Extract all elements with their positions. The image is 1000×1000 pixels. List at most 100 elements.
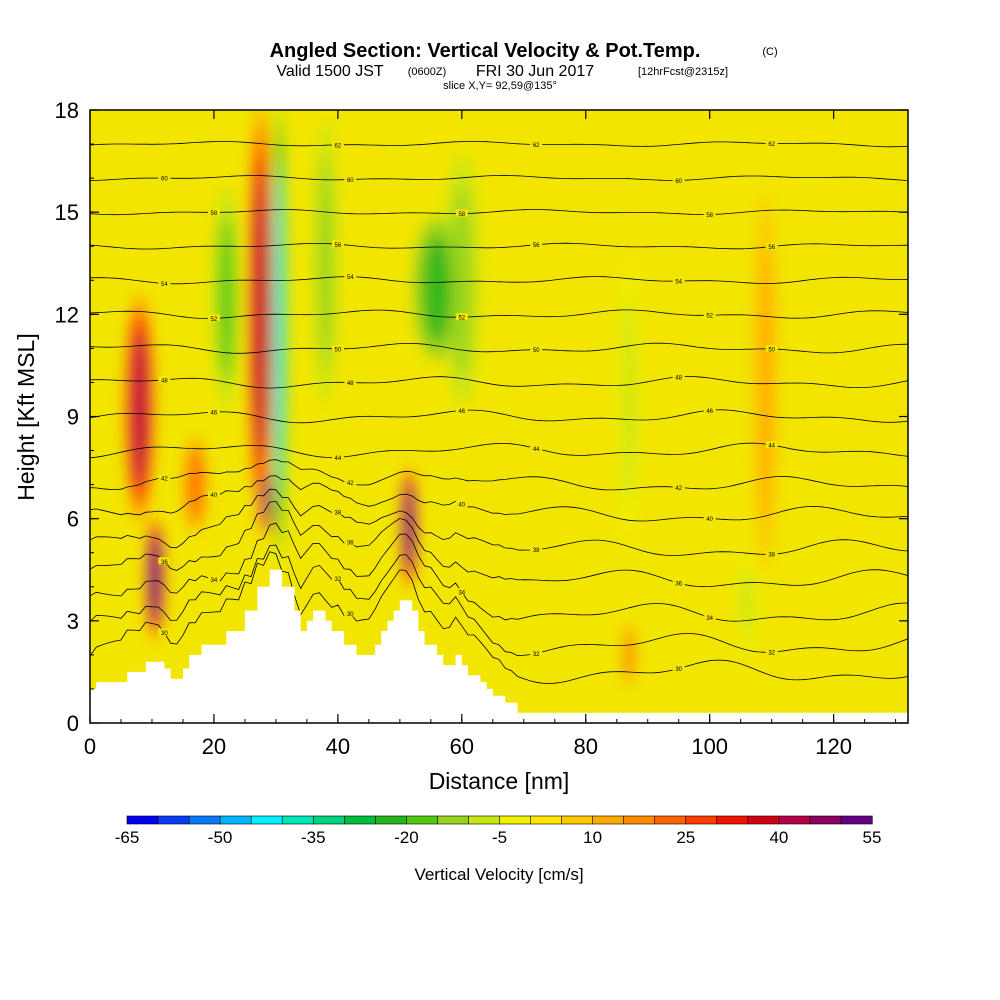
theta-contour	[90, 209, 908, 216]
velocity-feature	[318, 155, 333, 371]
colorbar-tick-label: -65	[115, 828, 140, 847]
forecast-info: [12hrFcst@2315z]	[638, 66, 728, 78]
contour-label: 32	[335, 577, 342, 583]
colorbar-swatch	[592, 815, 625, 825]
velocity-features	[123, 110, 778, 687]
colorbar-swatch	[809, 815, 842, 825]
colorbar-swatch	[188, 815, 221, 825]
contour-label-bg	[158, 628, 171, 636]
slice-info: slice X,Y= 92,59@135°	[443, 80, 557, 92]
terrain	[90, 569, 908, 723]
contour-label: 48	[675, 375, 682, 381]
colorbar-swatch	[219, 815, 252, 825]
contour-label: 36	[347, 541, 354, 547]
y-tick-label: 6	[67, 507, 79, 532]
contour-label-bg	[455, 406, 468, 414]
contour-label-bg	[455, 313, 468, 321]
colorbar-swatch	[157, 815, 190, 825]
contour-label: 58	[706, 213, 713, 219]
theta-contour	[90, 276, 908, 285]
contour-label-bg	[672, 579, 685, 587]
theta-contour	[90, 551, 908, 684]
contour-label-bg	[207, 208, 220, 216]
contour-label: 44	[533, 447, 540, 453]
contour-label: 54	[347, 275, 354, 281]
contour-label-bg	[530, 345, 543, 353]
contour-label: 52	[458, 316, 465, 322]
contour-label: 30	[347, 612, 354, 618]
contour-label-bg	[344, 609, 357, 617]
contour-label: 44	[335, 456, 342, 462]
contour-label: 36	[161, 560, 168, 566]
y-tick-label: 15	[55, 200, 79, 225]
velocity-feature	[275, 176, 283, 487]
colorbar-swatch	[281, 815, 314, 825]
velocity-feature	[623, 292, 636, 507]
theta-contour	[90, 522, 908, 622]
contour-label-bg	[158, 279, 171, 287]
contour-label-bg	[672, 277, 685, 284]
theta-contour	[90, 459, 908, 491]
contour-label-bg	[765, 242, 778, 250]
colorbar-swatch	[343, 815, 376, 825]
colorbar-ticks: -65 -50 -35 -20 -5 10 25 40 55	[115, 828, 882, 847]
contour-label: 32	[533, 652, 540, 658]
x-tick-label: 100	[691, 734, 728, 759]
velocity-feature	[423, 235, 451, 343]
valid-date: FRI 30 Jun 2017	[476, 63, 594, 80]
contour-label-bg	[207, 490, 220, 498]
contour-label-bg	[344, 272, 357, 280]
x-axis-ticks: 0 20 40 60 80 100 120	[84, 110, 897, 759]
contour-label: 58	[458, 212, 465, 218]
contour-label-bg	[344, 175, 357, 183]
contour-label: 50	[533, 348, 540, 354]
colorbar-tick-label: 10	[583, 828, 602, 847]
colorbar-tick-label: -5	[492, 828, 507, 847]
x-tick-label: 60	[450, 734, 474, 759]
contour-label-bg	[765, 550, 778, 558]
contour-label-bg	[530, 649, 543, 657]
contour-label: 60	[347, 178, 354, 184]
colorbar-swatch	[375, 815, 407, 825]
contour-label-bg	[331, 140, 344, 148]
colorbar-label: Vertical Velocity [cm/s]	[414, 865, 583, 884]
contour-label-bg	[455, 209, 468, 217]
contour-label-bg	[765, 441, 778, 449]
contour-label-bg	[331, 453, 344, 461]
contour-label-bg	[344, 538, 357, 546]
x-axis-label: Distance [nm]	[429, 768, 570, 794]
contour-label-bg	[331, 240, 344, 248]
y-axis-label: Height [Kft MSL]	[13, 333, 39, 500]
colorbar-swatch	[312, 815, 345, 825]
velocity-feature	[218, 213, 235, 381]
contour-label: 62	[768, 142, 775, 148]
theta-contour	[90, 309, 908, 319]
contour-label: 30	[161, 631, 168, 637]
colorbar-swatch	[530, 815, 563, 825]
contour-label: 38	[768, 553, 775, 559]
colorbar-swatch	[499, 815, 532, 825]
valid-zulu: (0600Z)	[408, 66, 447, 78]
contour-label: 56	[768, 245, 775, 251]
contour-label-bg	[530, 545, 543, 553]
contour-label: 56	[533, 243, 540, 249]
colorbar-swatch	[840, 815, 873, 825]
contour-label: 34	[706, 616, 713, 622]
colorbar-swatch	[778, 815, 811, 825]
y-tick-label: 0	[67, 711, 79, 736]
contour-label-bg	[765, 139, 778, 147]
colorbar-swatch	[561, 815, 594, 825]
y-tick-label: 18	[55, 98, 79, 123]
colorbar-swatch	[468, 815, 501, 825]
colorbar-tick-label: -20	[394, 828, 419, 847]
contour-label-bg	[344, 378, 357, 386]
copyright-mark: (C)	[762, 46, 777, 58]
contour-label-bg	[703, 210, 716, 218]
colorbar-swatch	[126, 815, 159, 825]
contour-label: 40	[458, 502, 465, 508]
velocity-feature	[263, 477, 270, 526]
contour-label: 60	[161, 177, 168, 183]
contour-label-bg	[158, 174, 171, 182]
